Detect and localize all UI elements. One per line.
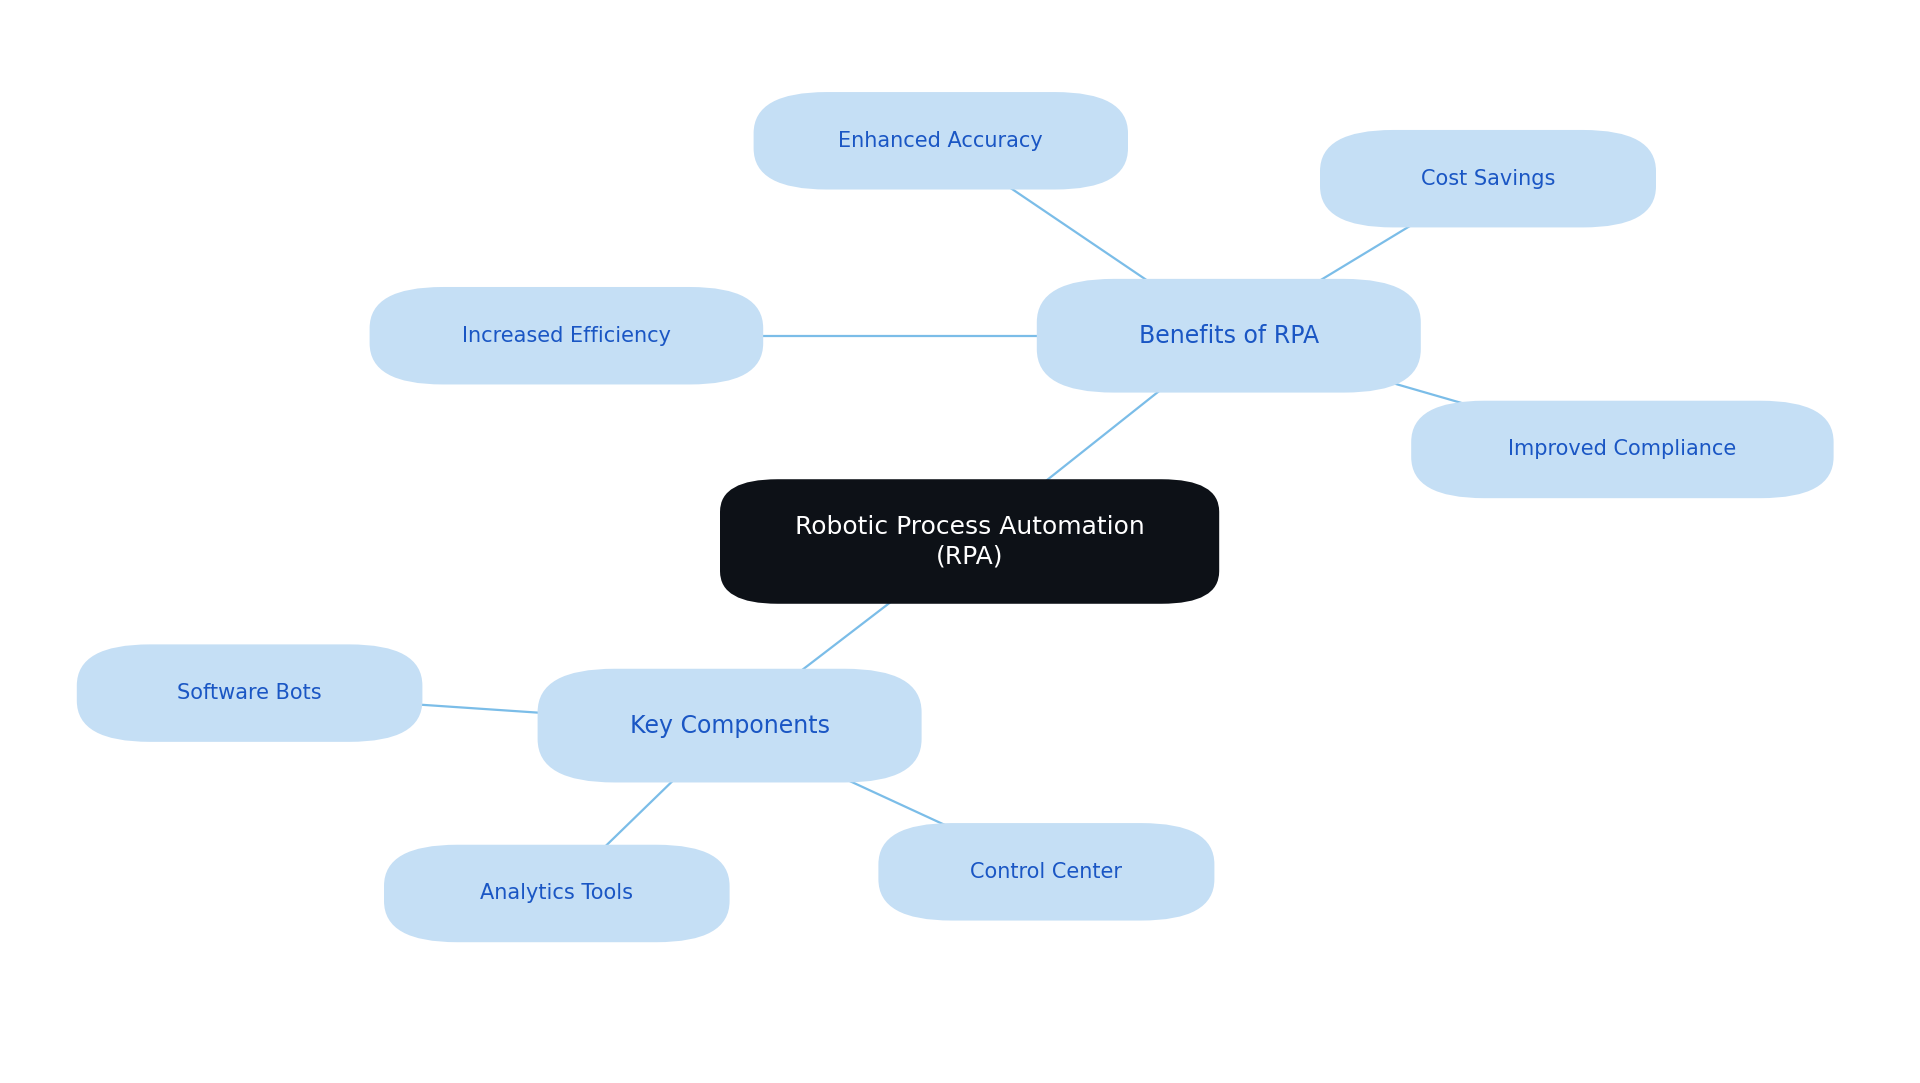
FancyBboxPatch shape [720, 479, 1219, 604]
Text: Robotic Process Automation
(RPA): Robotic Process Automation (RPA) [795, 514, 1144, 569]
Text: Enhanced Accuracy: Enhanced Accuracy [839, 131, 1043, 151]
FancyBboxPatch shape [753, 92, 1127, 190]
FancyBboxPatch shape [369, 287, 762, 384]
FancyBboxPatch shape [1321, 130, 1655, 227]
FancyBboxPatch shape [538, 668, 922, 782]
FancyBboxPatch shape [1037, 279, 1421, 393]
Text: Benefits of RPA: Benefits of RPA [1139, 324, 1319, 348]
Text: Increased Efficiency: Increased Efficiency [463, 326, 670, 345]
Text: Control Center: Control Center [970, 862, 1123, 882]
FancyBboxPatch shape [1411, 401, 1834, 498]
Text: Improved Compliance: Improved Compliance [1509, 440, 1736, 459]
FancyBboxPatch shape [879, 823, 1215, 921]
FancyBboxPatch shape [384, 845, 730, 942]
Text: Analytics Tools: Analytics Tools [480, 884, 634, 903]
Text: Cost Savings: Cost Savings [1421, 169, 1555, 188]
Text: Software Bots: Software Bots [177, 683, 323, 703]
Text: Key Components: Key Components [630, 714, 829, 738]
FancyBboxPatch shape [77, 644, 422, 742]
